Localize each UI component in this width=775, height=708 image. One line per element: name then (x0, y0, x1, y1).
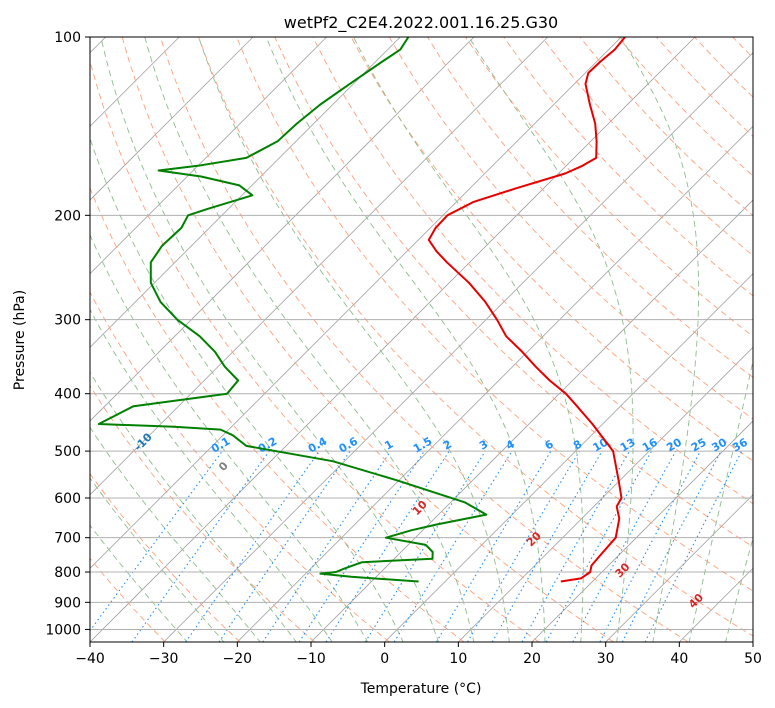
moist-adiabat-line (468, 37, 634, 642)
dry-adiabat-line (90, 291, 390, 642)
y-tick-label: 700 (54, 531, 81, 547)
moist-adiabat-line (265, 37, 546, 642)
chart-title: wetPf2_C2E4.2022.001.16.25.G30 (284, 13, 558, 33)
dry-adiabat-line (90, 186, 465, 642)
x-tick-label: 20 (523, 651, 541, 667)
isotherm-line (90, 37, 254, 201)
isotherm-line (310, 199, 753, 642)
dry-adiabat-line (90, 384, 315, 642)
moist-adiabat-line (90, 426, 261, 642)
mixing-ratio-line (298, 450, 425, 642)
isotherm-line (90, 37, 622, 569)
y-tick-label: 900 (54, 595, 81, 611)
moist-adiabat-line (353, 37, 584, 642)
moist-adiabat-line (90, 524, 188, 642)
mixing-ratio-line (185, 450, 320, 642)
mixing-ratio-line (393, 450, 513, 642)
y-tick-label: 1000 (45, 622, 81, 638)
moist-adiabat-line (90, 234, 369, 642)
dry-adiabat-line (236, 37, 753, 592)
isotherm-line (90, 37, 696, 642)
isotherm-line (605, 494, 753, 642)
y-tick-label: 400 (54, 387, 81, 403)
y-tick-label: 600 (54, 491, 81, 507)
dry-adiabat-line (465, 37, 753, 337)
y-tick-label: 300 (54, 313, 81, 329)
moist-adiabat-line (100, 37, 439, 642)
isotherm-line (163, 52, 753, 642)
mixing-ratio-line (599, 450, 701, 642)
y-axis-label: Pressure (hPa) (12, 290, 28, 390)
dry-adiabat-line (350, 37, 753, 462)
x-axis-label: Temperature (°C) (360, 681, 482, 697)
dry-adiabat-line (274, 37, 753, 548)
moist-adiabat-line (688, 358, 753, 642)
isotherm-line (384, 273, 753, 642)
y-tick-label: 100 (54, 30, 81, 46)
temperature-line (427, 37, 626, 583)
mixing-ratio-line (364, 450, 486, 642)
profile-series (97, 37, 626, 583)
isotherm-line (458, 346, 753, 642)
moist-adiabat-line (620, 37, 700, 642)
moist-adiabat-line (90, 477, 225, 642)
dry-adiabat-line (312, 37, 753, 505)
x-tick-label: 40 (670, 651, 688, 667)
isotherm-line (237, 125, 753, 642)
moist-adiabat-line (90, 308, 333, 642)
x-tick-label: −30 (149, 651, 179, 667)
dry-adiabat-line (198, 37, 753, 637)
dry-adiabat-line (388, 37, 753, 420)
x-tick-label: −20 (223, 651, 253, 667)
dewpoint-line (97, 37, 488, 583)
axis-ticks: −40 −30 −20 −10 0 10 20 30 40 50 100 200 300 400 500 60… (45, 30, 762, 667)
mixing-ratio-line (572, 450, 677, 642)
mixing-ratio-line (262, 450, 392, 642)
moist-adiabat-line (90, 136, 404, 642)
y-tick-label: 800 (54, 565, 81, 581)
isotherm-line (90, 37, 401, 348)
y-tick-label: 500 (54, 444, 81, 460)
x-tick-label: −10 (296, 651, 326, 667)
isotherm-line (90, 37, 327, 275)
dry-adiabat-line (121, 37, 614, 642)
dry-adiabat-line (159, 37, 689, 642)
mixing-ratio-line (325, 450, 450, 642)
moist-adiabat-line (144, 37, 475, 642)
isotherm-line (531, 420, 753, 642)
dry-adiabat-line (427, 37, 753, 378)
background-lines (90, 37, 753, 642)
mixing-ratio-line (467, 450, 580, 642)
isotherm-line (90, 37, 548, 496)
moist-adiabat-line (90, 371, 297, 642)
mixing-ratio-line (435, 450, 552, 642)
x-tick-label: 30 (597, 651, 615, 667)
dry-adiabat-line (90, 59, 540, 642)
x-tick-label: −40 (75, 651, 105, 667)
x-tick-label: 10 (449, 651, 467, 667)
x-tick-label: 0 (380, 651, 389, 667)
y-tick-label: 200 (54, 208, 81, 224)
dry-adiabat-line (90, 473, 241, 642)
moist-adiabat-line (725, 536, 753, 642)
plot-frame (89, 36, 754, 643)
pressure-grid (90, 37, 753, 630)
mixing-ratio-line (218, 450, 351, 642)
x-tick-label: 50 (744, 651, 762, 667)
isotherm-line (90, 37, 475, 422)
moist-adiabat-line (198, 37, 510, 642)
dry-adiabat-line (503, 37, 753, 297)
